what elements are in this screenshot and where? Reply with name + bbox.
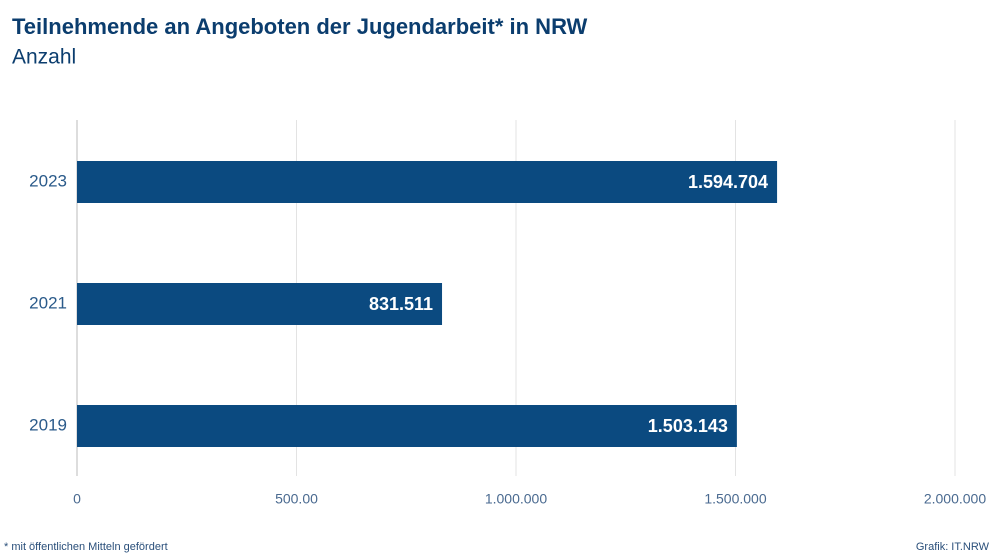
x-tick-label: 1.500.000 <box>704 491 766 507</box>
value-label: 831.511 <box>369 294 433 314</box>
footnote: * mit öffentlichen Mitteln gefördert <box>4 541 168 553</box>
x-tick-label: 2.000.000 <box>924 491 986 507</box>
chart-title: Teilnehmende an Angeboten der Jugendarbe… <box>12 14 588 39</box>
x-tick-label: 500.00 <box>275 491 318 507</box>
source: Grafik: IT.NRW <box>916 541 990 553</box>
chart-subtitle: Anzahl <box>12 46 76 69</box>
value-label: 1.594.704 <box>688 172 768 192</box>
x-tick-label: 1.000.000 <box>485 491 547 507</box>
y-tick-label: 2019 <box>29 415 67 434</box>
y-tick-label: 2021 <box>29 293 67 312</box>
bar <box>77 283 443 325</box>
y-tick-label: 2023 <box>29 171 67 190</box>
bar <box>77 161 778 203</box>
value-label: 1.503.143 <box>648 416 728 436</box>
bar <box>77 405 737 447</box>
x-tick-label: 0 <box>73 491 81 507</box>
